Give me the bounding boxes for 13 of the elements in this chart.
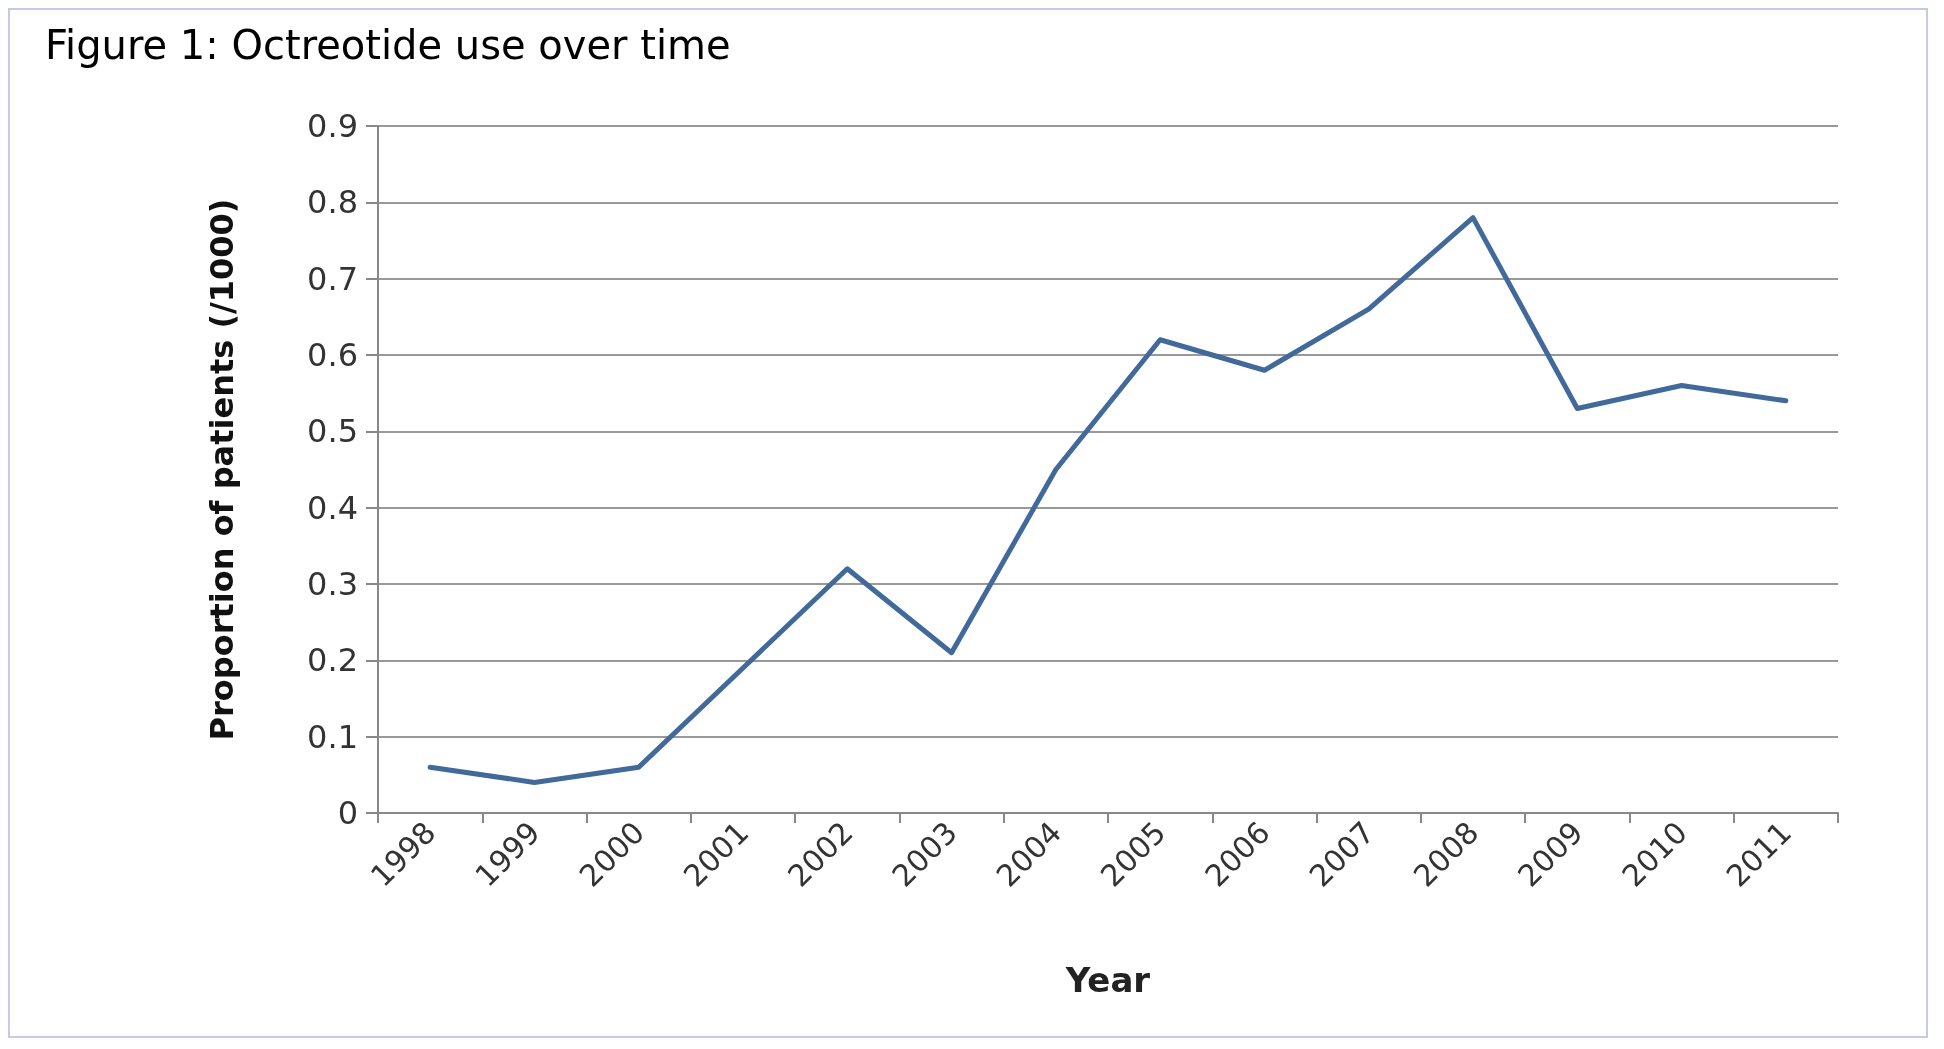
y-tick-label: 0 bbox=[337, 794, 358, 832]
y-tick-label: 0.3 bbox=[307, 565, 358, 603]
y-tick-label: 0.4 bbox=[307, 488, 358, 527]
y-tick-label: 0.7 bbox=[307, 259, 358, 298]
y-tick-label: 0.2 bbox=[307, 641, 358, 680]
chart-title: Figure 1: Octreotide use over time bbox=[45, 22, 731, 68]
y-tick-label: 0.6 bbox=[307, 336, 358, 374]
y-tick-label: 0.8 bbox=[307, 183, 358, 222]
y-tick-label: 0.1 bbox=[307, 717, 358, 756]
y-tick-label: 0.5 bbox=[307, 412, 358, 451]
x-axis-title: Year bbox=[1064, 960, 1151, 1000]
y-tick-label: 0.9 bbox=[307, 107, 358, 145]
y-axis-title: Proportion of patients (/1000) bbox=[203, 198, 241, 741]
